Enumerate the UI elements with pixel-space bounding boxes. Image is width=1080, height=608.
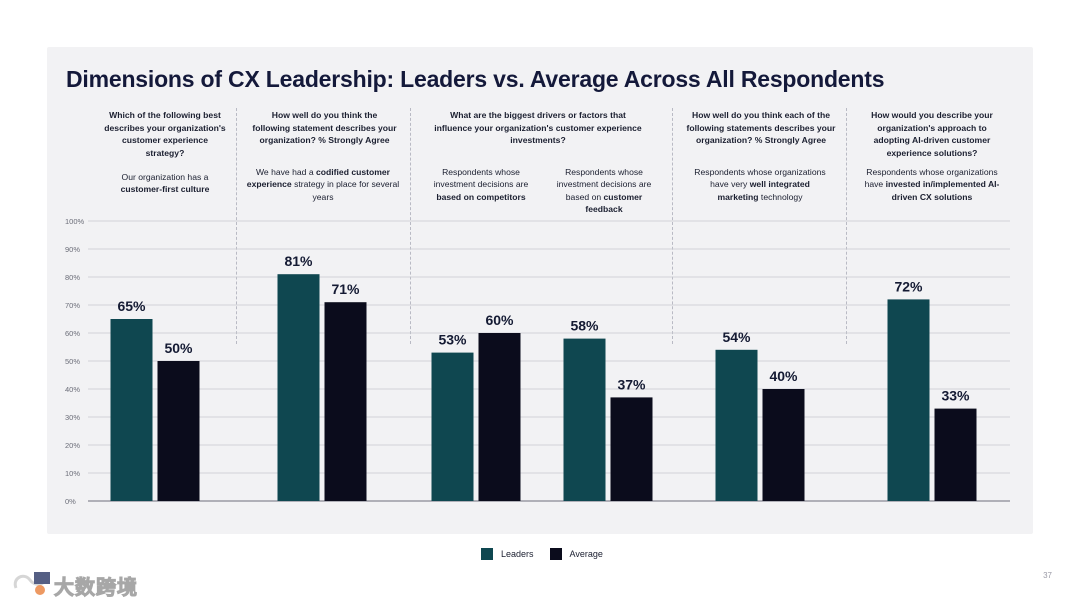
y-tick-label: 60% xyxy=(65,329,80,338)
section-separator xyxy=(236,108,237,344)
y-tick-label: 30% xyxy=(65,413,80,422)
watermark-text: 大数跨境 xyxy=(54,576,138,599)
watermark: 大数跨境 xyxy=(10,568,138,602)
bar-average-3 xyxy=(478,333,521,501)
question-3: What are the biggest drivers or factors … xyxy=(434,110,642,145)
legend-swatch-leaders xyxy=(481,548,493,560)
bar-average-1 xyxy=(157,361,200,501)
data-label-leaders-5: 54% xyxy=(722,329,751,345)
description-3b: Respondents whose investment decisions a… xyxy=(556,167,652,214)
legend-label-leaders: Leaders xyxy=(501,549,534,559)
data-label-leaders-2: 81% xyxy=(284,253,313,269)
description-5: Respondents whose organizations have inv… xyxy=(864,167,1000,202)
y-tick-label: 0% xyxy=(65,497,76,506)
data-label-leaders-3: 53% xyxy=(438,332,467,348)
question-2: How well do you think the following stat… xyxy=(252,110,397,145)
y-tick-label: 40% xyxy=(65,385,80,394)
bar-leaders-6 xyxy=(887,299,930,501)
data-label-average-6: 33% xyxy=(941,388,970,404)
section-separator xyxy=(846,108,847,344)
y-tick-label: 70% xyxy=(65,301,80,310)
legend-swatch-average xyxy=(549,548,562,560)
data-label-leaders-4: 58% xyxy=(570,318,599,334)
section-separator xyxy=(672,108,673,344)
legend: Leaders Average xyxy=(481,548,603,560)
data-label-leaders-6: 72% xyxy=(894,278,923,294)
data-label-average-3: 60% xyxy=(485,312,514,328)
question-5: How would you describe your organization… xyxy=(871,110,993,158)
watermark-logo-icon xyxy=(13,572,50,595)
y-tick-label: 80% xyxy=(65,273,80,282)
description-4: Respondents whose organizations have ver… xyxy=(694,167,826,202)
data-label-average-1: 50% xyxy=(164,340,193,356)
legend-label-average: Average xyxy=(569,549,603,559)
question-1: Which of the following best describes yo… xyxy=(104,110,226,158)
data-label-average-5: 40% xyxy=(769,368,798,384)
data-label-average-2: 71% xyxy=(331,281,360,297)
question-4: How well do you think each of the follow… xyxy=(686,110,836,145)
bar-average-6 xyxy=(934,408,977,501)
bar-leaders-1 xyxy=(110,319,153,501)
description-1: Our organization has a customer-first cu… xyxy=(120,172,210,195)
bar-average-2 xyxy=(324,302,367,501)
bar-leaders-4 xyxy=(563,338,606,501)
y-tick-label: 20% xyxy=(65,441,80,450)
description-2: We have had a codified customer experien… xyxy=(246,167,400,202)
bar-average-5 xyxy=(762,389,805,501)
data-label-leaders-1: 65% xyxy=(117,298,146,314)
bar-leaders-3 xyxy=(431,352,474,501)
page-title: Dimensions of CX Leadership: Leaders vs.… xyxy=(66,66,885,92)
bar-leaders-5 xyxy=(715,349,758,501)
description-3a: Respondents whose investment decisions a… xyxy=(433,167,529,202)
y-tick-label: 50% xyxy=(65,357,80,366)
section-separator xyxy=(410,108,411,344)
y-tick-label: 10% xyxy=(65,469,80,478)
page-number: 37 xyxy=(1043,571,1052,580)
bar-leaders-2 xyxy=(277,274,320,501)
bar-average-4 xyxy=(610,397,653,501)
y-tick-label: 100% xyxy=(65,217,85,226)
y-tick-label: 90% xyxy=(65,245,80,254)
chart-card xyxy=(47,47,1033,534)
data-label-average-4: 37% xyxy=(617,376,646,392)
